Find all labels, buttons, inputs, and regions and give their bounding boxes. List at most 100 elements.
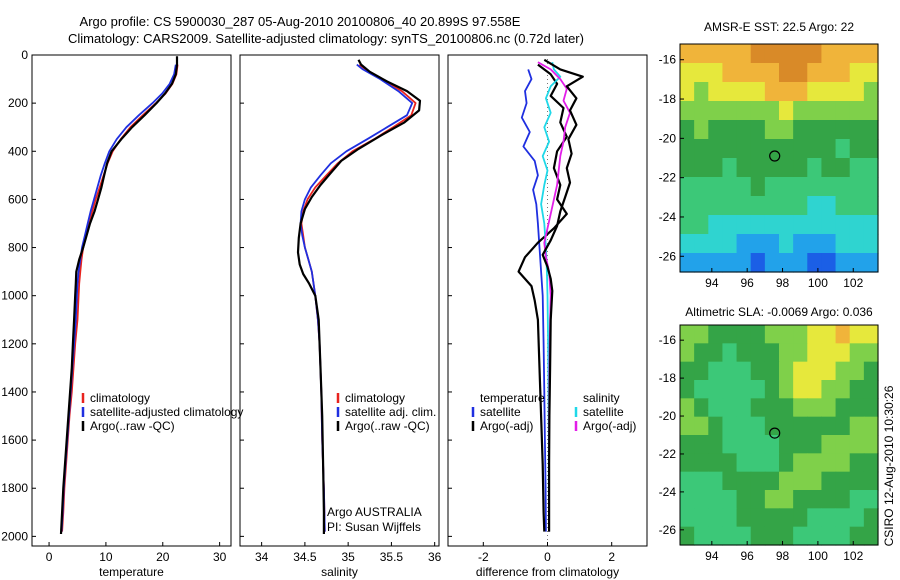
sla_map-cell [849, 325, 865, 344]
sst_map-cell [779, 215, 794, 235]
sla_map-cell [835, 490, 851, 509]
sla_map-ytick-label: -24 [659, 485, 677, 499]
sla_map-cell [694, 453, 709, 473]
sst_map-cell [680, 196, 695, 216]
sst_map-cell [849, 234, 865, 254]
sla_map-cell [863, 435, 879, 454]
sst_map-cell [807, 101, 823, 121]
sla_map-cell [708, 526, 724, 546]
sst_map-cell [849, 177, 865, 197]
sla_map-cell [807, 416, 823, 436]
salinity-legend-entry: satellite adj. clim. [345, 405, 436, 419]
sla_map-cell [807, 471, 823, 491]
sla_map-cell [694, 398, 709, 418]
sla_map-cell [779, 380, 794, 399]
salinity-xlabel: salinity [321, 565, 358, 579]
sst_map-cell [680, 63, 695, 83]
sla_map-cell [680, 435, 695, 454]
sla_map-cell [722, 453, 738, 473]
sst_map-cell [835, 234, 851, 254]
sst_map-cell [694, 63, 709, 83]
sla_map-cell [793, 361, 808, 381]
sst_map-cell [736, 139, 752, 159]
sla_map-cell [722, 380, 738, 399]
sst_map-cell [835, 253, 851, 273]
sla_map-cell [835, 398, 851, 418]
sst_map-cell [750, 82, 766, 102]
sla_map-cell [750, 380, 766, 399]
sst_map-cell [807, 196, 823, 216]
sst_map-cell [694, 139, 709, 159]
sst_map-cell [835, 215, 851, 235]
sla_map-cell [793, 380, 808, 399]
sst_map-cell [736, 196, 752, 216]
sst_map-cell [835, 63, 851, 83]
sla_map-cell [736, 508, 752, 528]
sla_map-cell [708, 398, 724, 418]
sla_map-cell [736, 361, 752, 381]
float-pi-label: PI: Susan Wijffels [327, 520, 421, 534]
sst_map-xtick-label: 100 [808, 276, 828, 290]
sst_map-cell [793, 139, 808, 159]
sst_map-cell [807, 215, 823, 235]
sla_map-cell [807, 325, 823, 344]
sst_map-cell [736, 253, 752, 273]
sst_map-cell [807, 158, 823, 178]
sst_map-cell [736, 215, 752, 235]
sla_map-cell [750, 526, 766, 546]
sst_map-cell [750, 253, 766, 273]
sst_map-cell [849, 101, 865, 121]
sla_map-title: Altimetric SLA: -0.0069 Argo: 0.036 [685, 305, 873, 319]
sst_map-cell [736, 44, 752, 64]
sst_map-cell [764, 139, 780, 159]
sst_map-cell [764, 177, 780, 197]
sla_map-ytick-label: -18 [659, 371, 677, 385]
sst_map-cell [863, 158, 879, 178]
sla_map-cell [750, 398, 766, 418]
sla_map-cell [750, 471, 766, 491]
sst_map-cell [750, 215, 766, 235]
sla_map-cell [807, 526, 823, 546]
sla_map-cell [764, 508, 780, 528]
sla_map-cell [821, 508, 837, 528]
sst_map-cell [736, 234, 752, 254]
depth-tick-label: 1400 [1, 385, 28, 399]
sst_map-cell [680, 120, 695, 140]
difference-series-line-1 [517, 63, 568, 532]
diff-legend-sal-satellite: satellite [583, 405, 624, 419]
sst_map-cell [807, 44, 823, 64]
salinity-xtick-label: 34.5 [293, 550, 317, 564]
sst_map-cell [793, 120, 808, 140]
sst_map-cell [835, 44, 851, 64]
salinity-xtick-label: 35 [341, 550, 355, 564]
sla_map-cell [849, 526, 865, 546]
sla_map-cell [736, 343, 752, 363]
sst_map-cell [863, 177, 879, 197]
sla_map-cell [793, 490, 808, 509]
sst_map-cell [849, 120, 865, 140]
sla_map-cell [821, 526, 837, 546]
sst_map-cell [793, 82, 808, 102]
sla_map-cell [736, 471, 752, 491]
sla_map-cell [807, 435, 823, 454]
difference-xtick-label: 0 [544, 550, 551, 564]
sla_map-cell [708, 471, 724, 491]
sla_map-cell [779, 325, 794, 344]
sla_map-xtick-label: 94 [705, 549, 719, 563]
sla_map-cell [821, 435, 837, 454]
sst_map-cell [722, 158, 738, 178]
sla_map-cell [779, 508, 794, 528]
sst_map-cell [750, 120, 766, 140]
creator-stamp: CSIRO 12-Aug-2010 10:30:26 [882, 385, 896, 546]
sla_map-cell [736, 526, 752, 546]
sla_map-cell [694, 416, 709, 436]
sst_map-cell [736, 101, 752, 121]
sla_map-cell [835, 526, 851, 546]
sla_map-cell [764, 380, 780, 399]
depth-tick-label: 2000 [1, 529, 28, 543]
sst_map-cell [821, 139, 837, 159]
sst_map-cell [779, 139, 794, 159]
sst_map-ytick-label: -18 [659, 92, 677, 106]
sst_map-cell [863, 234, 879, 254]
sst_map-cell [779, 196, 794, 216]
